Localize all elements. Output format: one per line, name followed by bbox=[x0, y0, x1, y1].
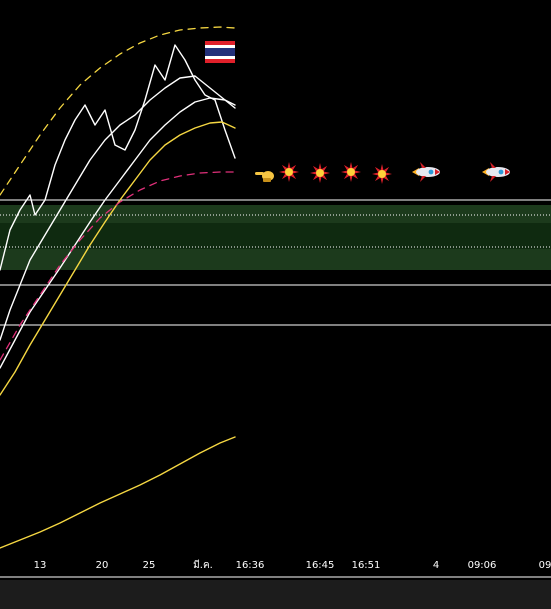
explosion-icon bbox=[310, 163, 330, 183]
series-magenta-dashed bbox=[0, 171, 236, 361]
rocket-icon bbox=[482, 162, 510, 182]
thai-flag-icon bbox=[205, 41, 235, 63]
series-yellow-dashed bbox=[0, 26, 236, 196]
explosion-icon bbox=[372, 164, 392, 184]
hline-layer bbox=[0, 199, 551, 326]
band-inner-0 bbox=[0, 223, 551, 249]
x-tick-label: 16:51 bbox=[352, 560, 381, 571]
x-tick-label: 09 bbox=[539, 560, 551, 571]
band-layer bbox=[0, 205, 551, 270]
x-tick-label: 20 bbox=[96, 560, 109, 571]
x-axis: 13 20 25 มี.ค. 16:36 16:45 16:51 4 09:06 09 bbox=[0, 559, 551, 578]
x-tick-label: มี.ค. bbox=[193, 559, 213, 571]
x-tick-label: 09:06 bbox=[468, 560, 497, 571]
bottom-bar bbox=[0, 580, 551, 609]
series-white-solid bbox=[0, 44, 236, 271]
explosion-icon bbox=[279, 162, 299, 182]
series-yellow-low bbox=[0, 436, 236, 549]
x-tick-label: 16:36 bbox=[236, 560, 265, 571]
marker-layer bbox=[205, 41, 510, 184]
rocket-icon bbox=[412, 162, 440, 182]
pointing-hand-icon bbox=[255, 171, 274, 182]
series-white-solid-2 bbox=[0, 75, 236, 341]
x-tick-label: 4 bbox=[433, 560, 439, 571]
x-tick-label: 13 bbox=[34, 560, 47, 571]
series-yellow-solid bbox=[0, 121, 236, 396]
explosion-icon bbox=[341, 162, 361, 182]
series-layer bbox=[0, 26, 236, 549]
series-white-solid-3 bbox=[0, 97, 236, 369]
x-tick-label: 16:45 bbox=[306, 560, 335, 571]
x-tick-label: 25 bbox=[143, 560, 156, 571]
